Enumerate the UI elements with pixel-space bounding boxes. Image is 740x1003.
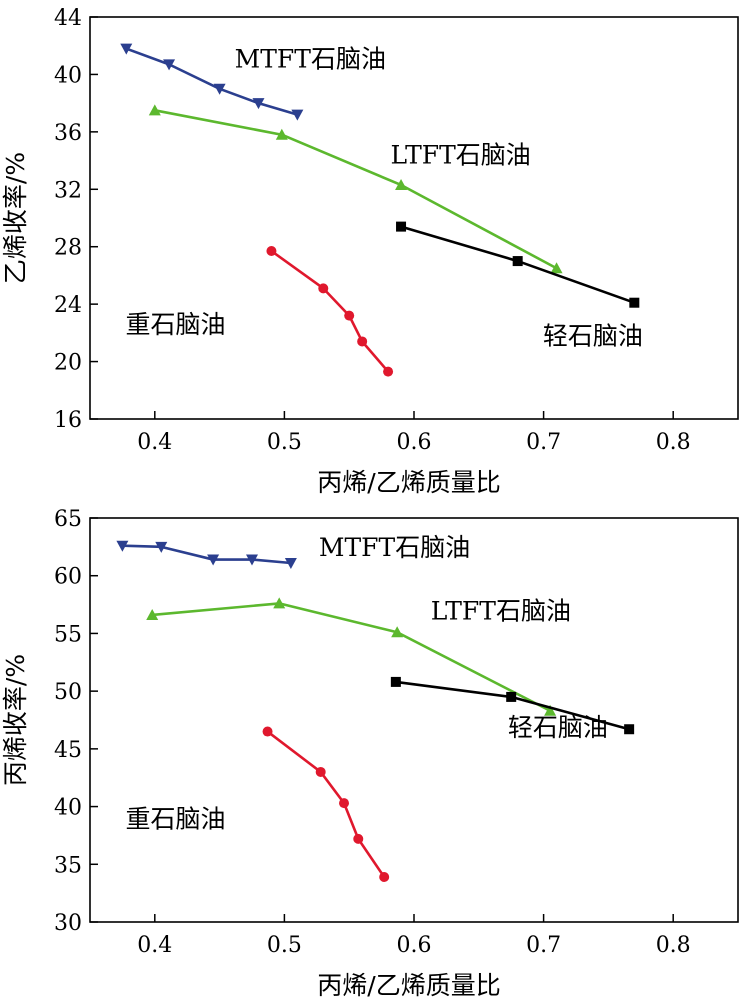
data-point xyxy=(353,833,364,844)
y-axis-label: 丙烯收率/% xyxy=(1,654,30,786)
y-tick-label: 32 xyxy=(54,178,82,203)
chart-1: 0.4 0.5 0.6 0.7 0.8 16 20 24 28 32 36 40 44 丙烯/乙烯质量比 乙… xyxy=(1,6,739,497)
data-point xyxy=(116,540,129,552)
y-tick-label: 45 xyxy=(54,738,82,763)
y-tick-label: 40 xyxy=(54,796,82,821)
series-label: 重石脑油 xyxy=(126,310,226,339)
series-label: 轻石脑油 xyxy=(543,321,643,350)
data-point xyxy=(252,98,265,110)
series-line xyxy=(266,730,386,878)
y-tick-label: 28 xyxy=(54,236,82,261)
x-axis-label: 丙烯/乙烯质量比 xyxy=(317,971,500,1000)
data-point xyxy=(284,558,297,570)
data-point xyxy=(155,541,168,553)
data-point xyxy=(383,366,394,377)
y-tick-label: 35 xyxy=(54,853,82,878)
data-point xyxy=(506,691,517,702)
data-point xyxy=(246,554,258,566)
series-label: MTFT石脑油 xyxy=(319,533,470,562)
series-line xyxy=(270,249,390,373)
chart-2: 0.4 0.5 0.6 0.7 0.8 30 35 40 45 50 55 60 65 丙烯/乙烯质量比 丙… xyxy=(1,507,739,1000)
data-point xyxy=(512,256,523,267)
data-point xyxy=(275,128,288,140)
series-label: LTFT石脑油 xyxy=(431,597,571,626)
data-point xyxy=(344,310,355,321)
data-point xyxy=(390,676,401,687)
data-point xyxy=(291,109,304,121)
x-tick-label: 0.4 xyxy=(137,933,172,958)
series-2 xyxy=(148,104,563,274)
series-label: MTFT石脑油 xyxy=(235,44,386,73)
series-line xyxy=(154,109,558,270)
data-point xyxy=(315,766,326,777)
series-3 xyxy=(262,726,390,882)
series-label: LTFT石脑油 xyxy=(391,140,531,169)
y-tick-label: 16 xyxy=(54,408,82,433)
data-point xyxy=(207,554,220,566)
y-tick-label: 50 xyxy=(54,680,82,705)
series-4 xyxy=(390,676,635,735)
data-point xyxy=(624,724,635,735)
y-tick-label: 55 xyxy=(54,622,82,647)
data-point xyxy=(544,704,557,716)
y-tick-label: 65 xyxy=(54,507,82,532)
x-axis-label: 丙烯/乙烯质量比 xyxy=(317,468,500,497)
x-tick-label: 0.7 xyxy=(526,933,561,958)
y-tick-label: 36 xyxy=(54,121,82,146)
data-point xyxy=(318,283,329,294)
data-point xyxy=(339,798,350,809)
data-point xyxy=(379,871,390,882)
data-point xyxy=(273,597,286,609)
data-point xyxy=(266,246,277,257)
y-tick-label: 44 xyxy=(54,6,82,31)
series-1 xyxy=(120,43,304,121)
x-tick-label: 0.5 xyxy=(267,430,302,455)
series-line xyxy=(152,602,551,712)
y-axis-label: 乙烯收率/% xyxy=(1,152,30,284)
x-tick-label: 0.8 xyxy=(656,430,691,455)
y-tick-label: 30 xyxy=(54,911,82,936)
plot-frame xyxy=(89,517,739,923)
data-point xyxy=(213,83,226,95)
x-tick-label: 0.7 xyxy=(526,430,561,455)
data-point xyxy=(357,336,368,347)
x-tick-label: 0.8 xyxy=(656,933,691,958)
series-2 xyxy=(146,597,557,716)
data-point xyxy=(148,104,161,116)
x-tick-label: 0.6 xyxy=(397,933,432,958)
data-point xyxy=(629,297,640,308)
x-tick-label: 0.6 xyxy=(397,430,432,455)
series-1 xyxy=(116,540,297,570)
data-point xyxy=(550,262,563,274)
y-tick-label: 40 xyxy=(54,63,82,88)
y-tick-label: 60 xyxy=(54,565,82,590)
x-tick-label: 0.5 xyxy=(267,933,302,958)
y-tick-label: 20 xyxy=(54,351,82,376)
series-4 xyxy=(396,221,640,308)
series-label: 重石脑油 xyxy=(126,804,226,833)
data-point xyxy=(120,43,133,55)
data-point xyxy=(146,608,159,620)
data-point xyxy=(395,178,408,190)
y-tick-label: 24 xyxy=(54,293,82,318)
data-point xyxy=(262,726,273,737)
series-3 xyxy=(266,246,394,377)
series-label: 轻石脑油 xyxy=(508,713,608,742)
data-point xyxy=(391,626,404,638)
plot-frame xyxy=(89,16,739,420)
data-point xyxy=(163,59,176,71)
x-tick-label: 0.4 xyxy=(137,430,172,455)
series-line xyxy=(122,544,291,565)
data-point xyxy=(396,221,407,232)
